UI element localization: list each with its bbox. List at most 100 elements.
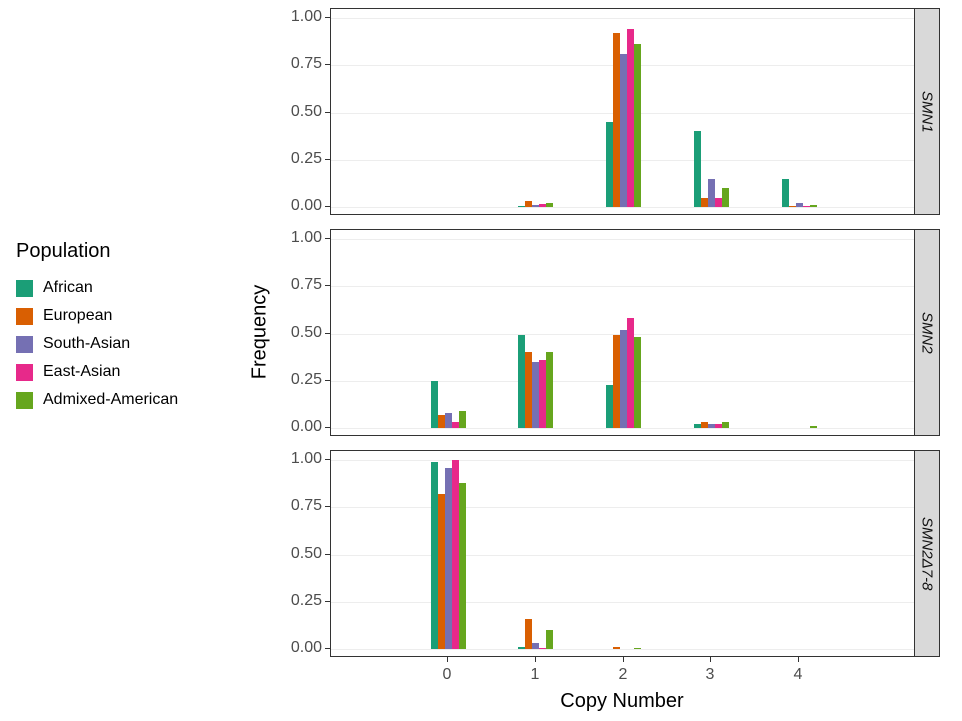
x-tick-mark bbox=[447, 657, 448, 662]
y-tick-label: 0.00 bbox=[290, 197, 322, 214]
x-tick-label: 2 bbox=[618, 666, 628, 683]
bar-SMN1-cn4-east-asian bbox=[803, 206, 810, 207]
bar-SMN1-cn2-european bbox=[613, 33, 620, 207]
bar-SMN2-cn4-admixed-american bbox=[810, 426, 817, 428]
y-tick-mark bbox=[325, 459, 330, 460]
gridline bbox=[331, 239, 914, 240]
bar-SMN1-cn1-east-asian bbox=[539, 204, 546, 207]
bar-SMN2-cn0-european bbox=[438, 415, 445, 428]
facet-strip-SMN2: SMN2 bbox=[914, 229, 940, 436]
gridline bbox=[331, 554, 914, 556]
y-tick-label: 0.50 bbox=[290, 102, 322, 120]
gridline bbox=[331, 207, 914, 208]
y-tick-mark bbox=[325, 332, 330, 334]
bar-SMN2-cn3-european bbox=[701, 422, 708, 428]
x-tick-label: 4 bbox=[793, 666, 803, 683]
facet-panel-SMN2Δ7-8 bbox=[330, 450, 915, 657]
y-tick-label: 1.00 bbox=[290, 8, 322, 25]
bar-SMN1-cn4-european bbox=[789, 206, 796, 207]
y-tick-label: 0.75 bbox=[290, 497, 322, 515]
bar-SMN1-cn3-african bbox=[694, 131, 701, 207]
bar-SMN2Δ7-8-cn2-european bbox=[613, 647, 620, 649]
gridline bbox=[331, 507, 914, 509]
y-tick-label: 0.00 bbox=[290, 418, 322, 435]
bar-SMN1-cn2-south-asian bbox=[620, 54, 627, 207]
y-tick-mark bbox=[325, 553, 330, 555]
bar-SMN2Δ7-8-cn2-admixed-american bbox=[634, 648, 641, 649]
y-tick-label: 0.75 bbox=[290, 276, 322, 294]
gridline bbox=[331, 428, 914, 429]
y-tick-mark bbox=[325, 379, 330, 381]
x-tick-mark bbox=[535, 657, 536, 662]
bar-SMN1-cn1-admixed-american bbox=[546, 203, 553, 207]
x-tick-label: 0 bbox=[442, 666, 452, 683]
x-axis-title: Copy Number bbox=[560, 690, 684, 712]
bar-SMN1-cn2-admixed-american bbox=[634, 44, 641, 207]
legend-color-swatch bbox=[16, 279, 33, 297]
bar-SMN2-cn3-east-asian bbox=[715, 424, 722, 428]
y-tick-label: 0.50 bbox=[290, 544, 322, 562]
bar-SMN1-cn3-east-asian bbox=[715, 198, 722, 207]
y-tick-label: 0.50 bbox=[290, 323, 322, 341]
bar-SMN2Δ7-8-cn0-admixed-american bbox=[459, 483, 466, 649]
gridline bbox=[331, 601, 914, 603]
bar-SMN2-cn0-african bbox=[431, 381, 438, 428]
bar-SMN1-cn2-east-asian bbox=[627, 29, 634, 207]
y-tick-mark bbox=[325, 64, 330, 66]
legend-item-admixed-american: Admixed-American bbox=[16, 391, 178, 409]
legend-item-label: European bbox=[43, 307, 113, 324]
bar-SMN1-cn4-admixed-american bbox=[810, 205, 817, 207]
bar-SMN2-cn3-south-asian bbox=[708, 424, 715, 428]
y-tick-mark bbox=[325, 600, 330, 602]
legend-item-african: African bbox=[16, 279, 178, 297]
bar-SMN2-cn0-south-asian bbox=[445, 413, 452, 428]
bar-SMN2-cn1-african bbox=[518, 335, 525, 428]
y-tick-label: 1.00 bbox=[290, 229, 322, 246]
x-tick-label: 1 bbox=[530, 666, 540, 683]
bar-SMN2-cn1-european bbox=[525, 352, 532, 428]
bar-SMN1-cn3-south-asian bbox=[708, 179, 715, 207]
y-tick-label: 0.25 bbox=[290, 591, 322, 609]
y-tick-mark bbox=[325, 17, 330, 18]
y-tick-mark bbox=[325, 238, 330, 239]
facet-strip-SMN2Δ7-8: SMN2Δ7-8 bbox=[914, 450, 940, 657]
bar-SMN2-cn1-south-asian bbox=[532, 362, 539, 428]
legend-color-swatch bbox=[16, 391, 33, 409]
bar-SMN2-cn2-east-asian bbox=[627, 318, 634, 428]
bar-SMN2Δ7-8-cn0-african bbox=[431, 462, 438, 649]
legend-item-label: African bbox=[43, 279, 93, 296]
x-tick-mark bbox=[623, 657, 624, 662]
y-tick-mark bbox=[325, 648, 330, 649]
bar-SMN2Δ7-8-cn1-east-asian bbox=[539, 648, 546, 649]
bar-SMN2Δ7-8-cn1-european bbox=[525, 619, 532, 649]
bar-SMN2-cn2-african bbox=[606, 385, 613, 428]
bar-SMN2-cn0-east-asian bbox=[452, 422, 459, 428]
bar-SMN1-cn1-african bbox=[518, 206, 525, 207]
legend-item-label: East-Asian bbox=[43, 363, 121, 380]
bar-SMN1-cn1-european bbox=[525, 201, 532, 207]
y-tick-label: 0.00 bbox=[290, 639, 322, 656]
y-axis-title: Frequency bbox=[248, 284, 271, 380]
legend-item-east-asian: East-Asian bbox=[16, 363, 178, 381]
y-tick-label: 0.75 bbox=[290, 55, 322, 73]
bar-SMN2-cn3-admixed-american bbox=[722, 422, 729, 428]
bar-SMN1-cn4-south-asian bbox=[796, 203, 803, 207]
gridline bbox=[331, 286, 914, 288]
y-tick-mark bbox=[325, 111, 330, 113]
bar-SMN2Δ7-8-cn0-european bbox=[438, 494, 445, 649]
bar-SMN2Δ7-8-cn0-east-asian bbox=[452, 460, 459, 649]
y-tick-mark bbox=[325, 158, 330, 160]
gridline bbox=[331, 649, 914, 650]
bar-SMN1-cn3-european bbox=[701, 198, 708, 207]
bar-SMN2-cn1-east-asian bbox=[539, 360, 546, 428]
facet-panel-SMN1 bbox=[330, 8, 915, 215]
bar-SMN2Δ7-8-cn1-south-asian bbox=[532, 643, 539, 649]
y-tick-mark bbox=[325, 427, 330, 428]
x-tick-mark bbox=[710, 657, 711, 662]
legend-item-south-asian: South-Asian bbox=[16, 335, 178, 353]
y-tick-label: 0.25 bbox=[290, 149, 322, 167]
facet-strip-SMN1: SMN1 bbox=[914, 8, 940, 215]
bar-SMN2-cn2-admixed-american bbox=[634, 337, 641, 428]
bar-SMN1-cn2-african bbox=[606, 122, 613, 207]
bar-SMN1-cn4-african bbox=[782, 179, 789, 207]
